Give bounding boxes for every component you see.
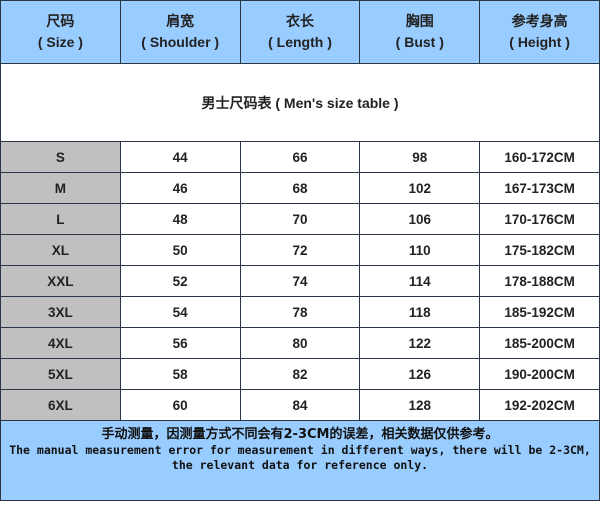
size-table: 尺码 ( Size ) 肩宽 ( Shoulder ) 衣长 ( Length ) 胸… (0, 0, 600, 421)
cell-shoulder: 54 (119, 296, 241, 328)
cell-length: 78 (239, 296, 361, 328)
cell-size: 5XL (0, 358, 121, 390)
table-row: XL 50 72 110 175-182CM (0, 234, 600, 266)
cell-length: 84 (239, 389, 361, 421)
title-row: 男士尺码表 ( Men's size table ) (0, 63, 600, 142)
cell-height: 175-182CM (479, 234, 600, 266)
cell-shoulder: 56 (119, 327, 241, 359)
cell-size: XL (0, 234, 121, 266)
cell-size: XXL (0, 265, 121, 297)
cell-shoulder: 60 (119, 389, 241, 421)
cell-bust: 122 (359, 327, 481, 359)
header-height: 参考身高 ( Height ) (479, 0, 600, 64)
cell-length: 80 (239, 327, 361, 359)
header-cn: 参考身高 (511, 13, 568, 29)
header-bust: 胸围 ( Bust ) (359, 0, 481, 64)
cell-length: 68 (239, 172, 361, 204)
cell-size: 3XL (0, 296, 121, 328)
header-size: 尺码 ( Size ) (0, 0, 121, 64)
cell-shoulder: 48 (119, 203, 241, 235)
cell-bust: 126 (359, 358, 481, 390)
cell-bust: 118 (359, 296, 481, 328)
header-en: ( Shoulder ) (141, 34, 220, 50)
cell-size: M (0, 172, 121, 204)
cell-shoulder: 44 (119, 141, 241, 173)
cell-size: 6XL (0, 389, 121, 421)
header-cn: 胸围 (405, 13, 434, 29)
cell-length: 66 (239, 141, 361, 173)
table-row: M 46 68 102 167-173CM (0, 172, 600, 204)
cell-length: 72 (239, 234, 361, 266)
cell-length: 74 (239, 265, 361, 297)
cell-height: 170-176CM (479, 203, 600, 235)
header-en: ( Height ) (509, 34, 570, 50)
cell-bust: 102 (359, 172, 481, 204)
cell-shoulder: 52 (119, 265, 241, 297)
cell-height: 185-192CM (479, 296, 600, 328)
header-en: ( Size ) (37, 34, 83, 50)
cell-size: S (0, 141, 121, 173)
table-row: 3XL 54 78 118 185-192CM (0, 296, 600, 328)
table-row: 6XL 60 84 128 192-202CM (0, 389, 600, 421)
cell-size: L (0, 203, 121, 235)
table-row: 4XL 56 80 122 185-200CM (0, 327, 600, 359)
cell-height: 192-202CM (479, 389, 600, 421)
note-cn: 手动测量，因测量方式不同会有2-3CM的误差，相关数据仅供参考。 (101, 427, 499, 442)
header-cn: 肩宽 (166, 13, 195, 29)
header-shoulder: 肩宽 ( Shoulder ) (119, 0, 241, 64)
cell-height: 167-173CM (479, 172, 600, 204)
cell-height: 160-172CM (479, 141, 600, 173)
cell-length: 82 (239, 358, 361, 390)
cell-shoulder: 46 (119, 172, 241, 204)
table-title: 男士尺码表 ( Men's size table ) (0, 63, 600, 142)
cell-height: 178-188CM (479, 265, 600, 297)
header-cn: 衣长 (285, 13, 314, 29)
cell-shoulder: 50 (119, 234, 241, 266)
table-row: S 44 66 98 160-172CM (0, 141, 600, 173)
cell-size: 4XL (0, 327, 121, 359)
cell-height: 185-200CM (479, 327, 600, 359)
cell-height: 190-200CM (479, 358, 600, 390)
measurement-note: 手动测量，因测量方式不同会有2-3CM的误差，相关数据仅供参考。 The man… (0, 421, 600, 501)
header-cn: 尺码 (46, 13, 75, 29)
cell-bust: 114 (359, 265, 481, 297)
cell-bust: 110 (359, 234, 481, 266)
header-row: 尺码 ( Size ) 肩宽 ( Shoulder ) 衣长 ( Length ) 胸… (0, 0, 600, 64)
cell-bust: 106 (359, 203, 481, 235)
table-row: L 48 70 106 170-176CM (0, 203, 600, 235)
header-en: ( Bust ) (395, 34, 444, 50)
cell-shoulder: 58 (119, 358, 241, 390)
header-en: ( Length ) (268, 34, 332, 50)
table-row: 5XL 58 82 126 190-200CM (0, 358, 600, 390)
note-en: The manual measurement error for measure… (9, 442, 591, 473)
header-length: 衣长 ( Length ) (239, 0, 361, 64)
cell-length: 70 (239, 203, 361, 235)
table-row: XXL 52 74 114 178-188CM (0, 265, 600, 297)
cell-bust: 128 (359, 389, 481, 421)
cell-bust: 98 (359, 141, 481, 173)
